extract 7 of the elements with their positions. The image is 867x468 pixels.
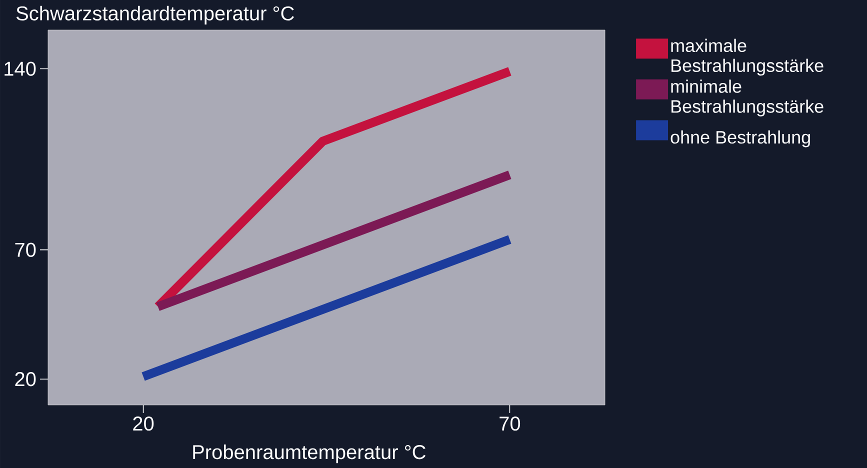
- y-tick-label: 70: [15, 242, 36, 257]
- y-axis-title: Schwarzstandardtemperatur °C: [16, 6, 294, 24]
- x-axis-title: Probenraumtemperatur °C: [193, 444, 426, 464]
- legend-label: ohne Bestrahlung: [670, 130, 810, 148]
- y-tick-label: 140: [4, 62, 36, 76]
- legend-label: minimale Bestrahlungsstärke: [671, 80, 824, 116]
- y-tick-label: 20: [15, 372, 36, 386]
